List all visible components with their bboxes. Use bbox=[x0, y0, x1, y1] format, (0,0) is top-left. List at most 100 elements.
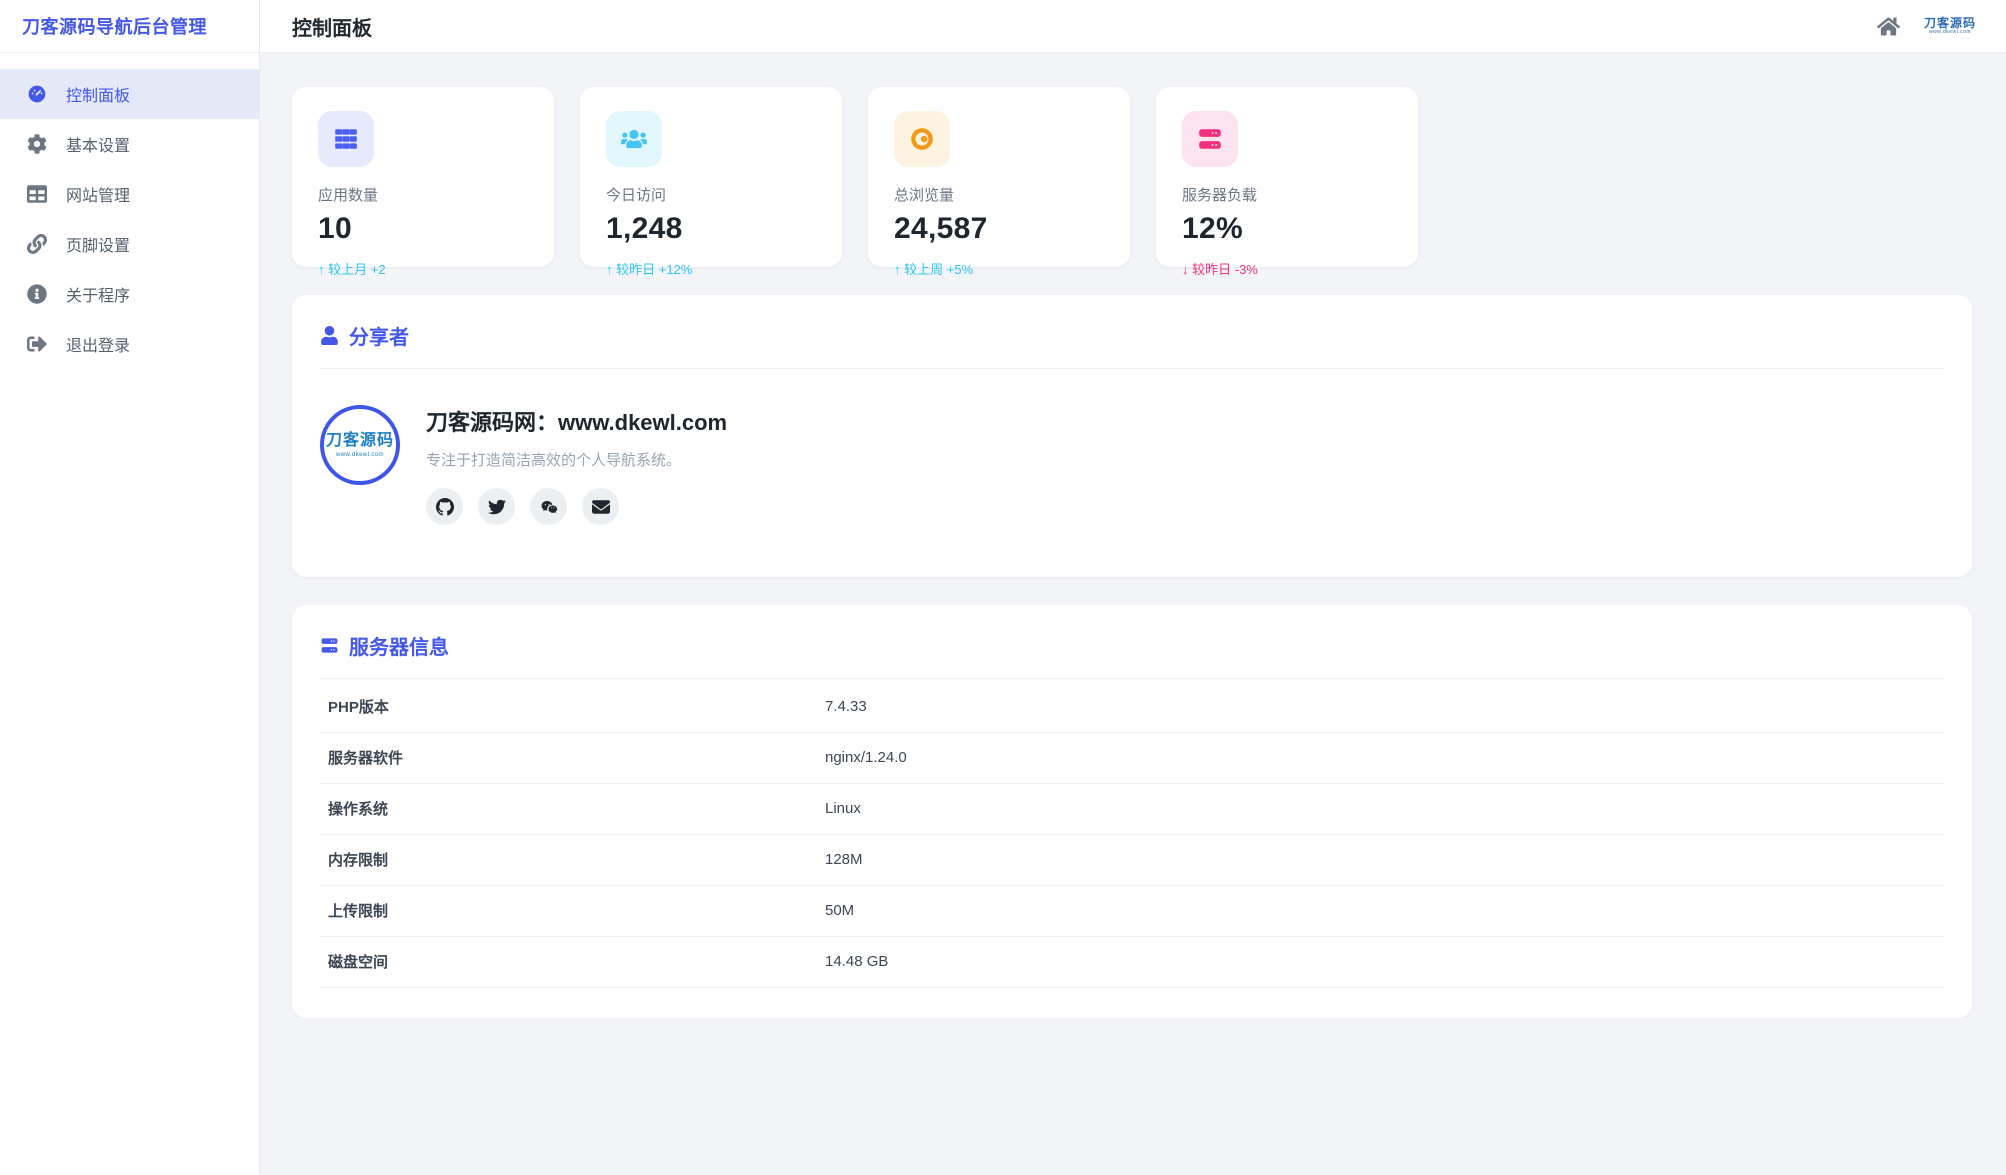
sidebar-item-label: 关于程序 bbox=[66, 288, 131, 305]
stat-card-visits: 今日访问 1,248 ↑ 较昨日 +12% bbox=[580, 87, 842, 277]
stat-trend-text: 较上周 +5% bbox=[904, 262, 974, 277]
row-value: Linux bbox=[825, 783, 1944, 835]
stat-value: 10 bbox=[318, 212, 352, 245]
server-icon bbox=[1182, 111, 1238, 167]
arrow-up-icon: ↑ bbox=[606, 262, 613, 277]
twitter-icon[interactable] bbox=[478, 488, 515, 525]
stat-trend-text: 较昨日 -3% bbox=[1192, 262, 1258, 277]
table-row: 磁盘空间 14.48 GB bbox=[320, 936, 1944, 988]
site-logo[interactable]: 刀客源码 www.dkewl.com bbox=[1924, 17, 1976, 35]
sidebar-item-label: 网站管理 bbox=[66, 188, 131, 205]
row-value: 14.48 GB bbox=[825, 936, 1944, 988]
sharer-panel-header: 分享者 bbox=[320, 321, 1944, 350]
row-label: 磁盘空间 bbox=[320, 936, 825, 988]
stat-label: 总浏览量 bbox=[894, 187, 955, 204]
row-label: 内存限制 bbox=[320, 834, 825, 886]
sidebar-item-footer-settings[interactable]: 页脚设置 bbox=[0, 219, 259, 269]
arrow-up-icon: ↑ bbox=[894, 262, 901, 277]
info-icon bbox=[26, 283, 48, 305]
sidebar-item-label: 退出登录 bbox=[66, 338, 131, 355]
sidebar-item-about[interactable]: 关于程序 bbox=[0, 269, 259, 319]
eye-icon bbox=[894, 111, 950, 167]
table-row: PHP版本 7.4.33 bbox=[320, 681, 1944, 733]
stats-row: 应用数量 10 ↑ 较上月 +2 今日访问 1,248 ↑ 较昨日 +12% bbox=[292, 87, 1972, 277]
site-logo-url: www.dkewl.com bbox=[1928, 28, 1972, 35]
stat-label: 服务器负载 bbox=[1182, 187, 1258, 204]
main-area: 控制面板 刀客源码 www.dkewl.com 应用数量 10 ↑ 较上月 bbox=[260, 0, 2006, 1175]
arrow-down-icon: ↓ bbox=[1182, 262, 1189, 277]
social-links bbox=[426, 488, 727, 525]
table-row: 操作系统 Linux bbox=[320, 783, 1944, 835]
stat-card-pageviews: 总浏览量 24,587 ↑ 较上周 +5% bbox=[868, 87, 1130, 277]
sidebar-item-dashboard[interactable]: 控制面板 bbox=[0, 69, 259, 119]
brand-title: 刀客源码导航后台管理 bbox=[0, 0, 259, 53]
user-icon bbox=[320, 326, 339, 345]
row-label: 上传限制 bbox=[320, 885, 825, 937]
sidebar-item-label: 控制面板 bbox=[66, 88, 131, 105]
sharer-info: 刀客源码网：www.dkewl.com 专注于打造简洁高效的个人导航系统。 bbox=[426, 405, 727, 525]
link-icon bbox=[26, 233, 48, 255]
sharer-panel: 分享者 刀客源码 www.dkewl.com 刀客源码网：www.dkewl.c… bbox=[292, 295, 1972, 577]
row-value: 7.4.33 bbox=[825, 681, 1944, 733]
github-icon[interactable] bbox=[426, 488, 463, 525]
sidebar-menu: 控制面板 基本设置 网站管理 页脚设置 关于程序 退出登录 bbox=[0, 53, 259, 369]
stat-trend-text: 较上月 +2 bbox=[328, 262, 386, 277]
row-label: 服务器软件 bbox=[320, 732, 825, 784]
table-row: 内存限制 128M bbox=[320, 834, 1944, 886]
stat-trend: ↓ 较昨日 -3% bbox=[1182, 259, 1392, 278]
stat-trend: ↑ 较上月 +2 bbox=[318, 259, 528, 278]
divider bbox=[320, 368, 1944, 369]
server-info-panel: 服务器信息 PHP版本 7.4.33 服务器软件 nginx/1.24.0 bbox=[292, 605, 1972, 1018]
site-logo-text: 刀客源码 bbox=[1923, 16, 1976, 31]
content: 应用数量 10 ↑ 较上月 +2 今日访问 1,248 ↑ 较昨日 +12% bbox=[260, 53, 2006, 1018]
server-info-title: 服务器信息 bbox=[349, 637, 449, 659]
users-icon bbox=[606, 111, 662, 167]
sidebar-item-site-management[interactable]: 网站管理 bbox=[0, 169, 259, 219]
row-value: 50M bbox=[825, 885, 1944, 937]
stat-value: 1,248 bbox=[606, 212, 683, 245]
sharer-panel-title: 分享者 bbox=[349, 327, 409, 349]
stat-trend-text: 较昨日 +12% bbox=[616, 262, 693, 277]
gear-icon bbox=[26, 133, 48, 155]
stat-card-server-load: 服务器负载 12% ↓ 较昨日 -3% bbox=[1156, 87, 1418, 277]
sharer-name: 刀客源码网：www.dkewl.com bbox=[426, 410, 728, 435]
sidebar: 刀客源码导航后台管理 控制面板 基本设置 网站管理 页脚设置 关于程序 bbox=[0, 0, 260, 1175]
row-label: 操作系统 bbox=[320, 783, 825, 835]
page-title: 控制面板 bbox=[292, 17, 372, 40]
stat-label: 应用数量 bbox=[318, 187, 379, 204]
table-row: 服务器软件 nginx/1.24.0 bbox=[320, 732, 1944, 784]
sharer-description: 专注于打造简洁高效的个人导航系统。 bbox=[426, 452, 682, 469]
sharer-body: 刀客源码 www.dkewl.com 刀客源码网：www.dkewl.com 专… bbox=[320, 369, 1944, 547]
avatar-url: www.dkewl.com bbox=[336, 451, 384, 458]
stat-label: 今日访问 bbox=[606, 187, 667, 204]
grid-icon bbox=[318, 111, 374, 167]
avatar: 刀客源码 www.dkewl.com bbox=[320, 405, 400, 485]
row-label: PHP版本 bbox=[320, 681, 825, 733]
server-icon bbox=[320, 636, 339, 655]
stat-card-apps: 应用数量 10 ↑ 较上月 +2 bbox=[292, 87, 554, 277]
divider bbox=[320, 678, 1944, 679]
avatar-text: 刀客源码 bbox=[325, 431, 394, 449]
stat-value: 24,587 bbox=[894, 212, 988, 245]
topbar: 控制面板 刀客源码 www.dkewl.com bbox=[260, 0, 2006, 53]
server-info-header: 服务器信息 bbox=[320, 631, 1944, 660]
dashboard-icon bbox=[26, 83, 48, 105]
sidebar-item-basic-settings[interactable]: 基本设置 bbox=[0, 119, 259, 169]
row-value: nginx/1.24.0 bbox=[825, 732, 1944, 784]
home-icon[interactable] bbox=[1876, 13, 1902, 39]
sidebar-item-label: 基本设置 bbox=[66, 138, 131, 155]
stat-value: 12% bbox=[1182, 212, 1243, 245]
sidebar-item-logout[interactable]: 退出登录 bbox=[0, 319, 259, 369]
table-icon bbox=[26, 183, 48, 205]
arrow-up-icon: ↑ bbox=[318, 262, 325, 277]
server-info-table: PHP版本 7.4.33 服务器软件 nginx/1.24.0 操作系统 Lin… bbox=[320, 681, 1944, 988]
stat-trend: ↑ 较昨日 +12% bbox=[606, 259, 816, 278]
row-value: 128M bbox=[825, 834, 1944, 886]
table-row: 上传限制 50M bbox=[320, 885, 1944, 937]
sign-out-icon bbox=[26, 333, 48, 355]
stat-trend: ↑ 较上周 +5% bbox=[894, 259, 1104, 278]
email-icon[interactable] bbox=[582, 488, 619, 525]
sidebar-item-label: 页脚设置 bbox=[66, 238, 131, 255]
wechat-icon[interactable] bbox=[530, 488, 567, 525]
